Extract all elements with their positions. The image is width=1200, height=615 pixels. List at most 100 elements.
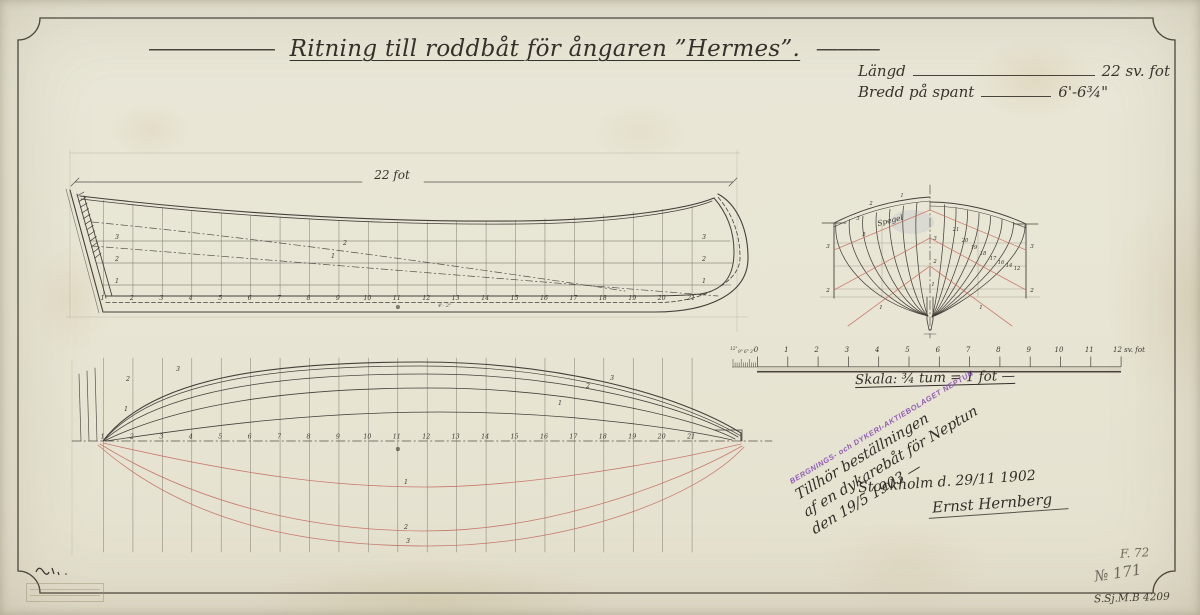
station-grid: 1 2 3 4 5 6 7 8 9 10 11 12 13 14 15 16 17 18 19 20 21	[100, 200, 695, 302]
label: 2	[403, 524, 408, 531]
label: 1	[979, 305, 983, 311]
leader-line	[912, 74, 1095, 76]
spacing-note: 4'- 2"	[437, 303, 451, 309]
label: 13	[452, 434, 460, 441]
label: 5	[218, 434, 222, 441]
label: 15	[511, 434, 519, 441]
hull-profile	[65, 188, 749, 314]
label: 20	[961, 238, 969, 244]
label: 8	[307, 434, 311, 441]
label: 20	[657, 434, 666, 441]
label: 17	[569, 295, 577, 302]
hatch-line	[76, 191, 85, 197]
label: 4	[874, 346, 879, 354]
hatch-line	[83, 213, 91, 220]
stern-section	[931, 207, 957, 318]
hatch-line	[89, 236, 97, 242]
label: 3	[1030, 244, 1034, 250]
label: 12	[422, 434, 430, 441]
bow-section	[862, 215, 929, 317]
label: 3	[115, 234, 119, 241]
label: 21	[686, 434, 695, 441]
hatch-line	[79, 202, 88, 208]
label: 2	[813, 346, 819, 354]
label: 1	[558, 400, 562, 407]
label: 1	[702, 278, 706, 285]
label: 12	[1014, 266, 1021, 272]
label: 1	[784, 346, 788, 354]
bow-section	[875, 212, 929, 317]
label: 2	[701, 256, 706, 263]
label: 4	[188, 295, 193, 302]
length-label: Längd	[858, 62, 906, 80]
spec-block: Längd 22 sv. fot Bredd på spant 6'-6¾"	[858, 62, 1170, 104]
label: 2	[868, 201, 872, 207]
label: 9"	[738, 350, 743, 355]
plan-diagonals-red	[97, 442, 745, 547]
bleed-through-stamp	[26, 583, 104, 602]
label: 2	[585, 383, 590, 390]
label: 3	[406, 538, 410, 545]
label: 17	[569, 434, 577, 441]
hatch-line	[91, 241, 99, 248]
label: 13	[452, 295, 460, 302]
bow-section	[889, 209, 929, 317]
midship-mark: ⊗	[395, 445, 400, 453]
label: 3	[159, 295, 163, 302]
label: 5	[218, 295, 222, 302]
stern-section	[931, 204, 945, 318]
half-breadth-plan-view: 1 2 3 4 5 6 7 8 9 10 11 12 13 14 15 16 17 18 19 20 21 321321…	[71, 357, 773, 557]
label: 19	[628, 295, 636, 302]
label: 8	[996, 346, 1001, 354]
label: 3	[176, 366, 180, 373]
hatch-line	[84, 219, 93, 225]
sheet-border	[17, 17, 1176, 594]
label: 14	[481, 434, 489, 441]
label: 7	[277, 295, 281, 302]
label: 3	[845, 346, 850, 354]
label: 21	[952, 227, 960, 233]
label: 11	[393, 434, 401, 441]
label: 11	[393, 295, 401, 302]
label: 14	[481, 295, 489, 302]
label: 18	[980, 251, 987, 257]
hatch-line	[78, 197, 86, 203]
label: 17	[990, 256, 997, 262]
body-outline	[821, 196, 1039, 331]
scale-bar: 0 1 2 3 4 5 6 7 8 9 10 11 12 sv. fot 12"9" 6" 3"	[730, 346, 1145, 373]
label: 10	[1055, 346, 1064, 354]
label: 3	[610, 375, 614, 382]
diagonal-lines	[91, 221, 719, 297]
label: 12"	[730, 347, 737, 352]
label: 2	[342, 240, 347, 247]
body-grid	[819, 224, 1041, 298]
label: 9	[1026, 346, 1031, 354]
beam-label: Bredd på spant	[858, 83, 975, 101]
profile-labels: 1 12 23 321	[114, 234, 706, 285]
label: 6	[248, 434, 252, 441]
label: 3	[826, 244, 830, 250]
label: 1	[100, 434, 104, 441]
label: 1	[404, 479, 408, 486]
label: 12	[422, 295, 430, 302]
label: 14	[1006, 263, 1013, 269]
section-curves	[835, 202, 1026, 318]
hatch-line	[86, 224, 94, 231]
waterlines	[90, 240, 734, 286]
label: 2	[932, 259, 937, 265]
midship-mark: ⊗	[395, 303, 400, 311]
label: 3	[159, 434, 163, 441]
label: 2	[825, 288, 830, 294]
label: 5	[862, 232, 865, 238]
label: 2	[129, 295, 134, 302]
title-dash-right: ———	[815, 36, 881, 62]
label: 4	[188, 434, 193, 441]
profile-view: 22 fot 1 2 3 4 5 6 7 8 9 10 11 12 13 14 15 16 17 18 19 20 21…	[65, 149, 749, 333]
stern-section	[931, 221, 1014, 318]
archive-code-pencil: F. 72	[1119, 545, 1150, 561]
spec-length: Längd 22 sv. fot	[858, 62, 1170, 80]
